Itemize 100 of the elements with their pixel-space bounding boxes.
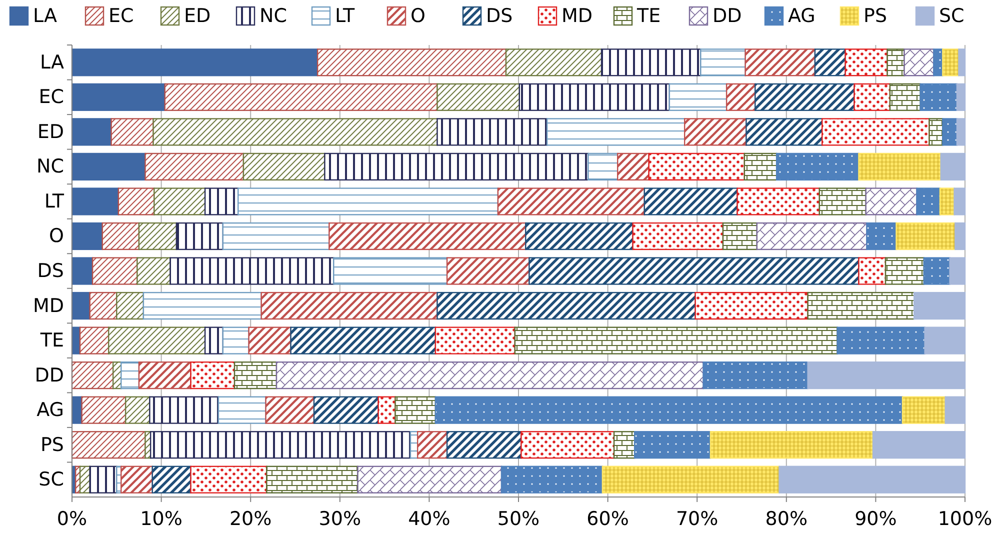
bar xyxy=(518,83,670,111)
legend-label: EC xyxy=(108,5,134,27)
bar xyxy=(81,396,126,424)
bar xyxy=(290,326,436,354)
bar xyxy=(865,188,918,216)
bar xyxy=(818,188,866,216)
bar xyxy=(822,118,930,146)
bar xyxy=(807,292,915,320)
bar xyxy=(92,257,138,285)
bar xyxy=(844,48,888,76)
bar xyxy=(613,431,636,459)
bar xyxy=(71,83,166,111)
bar xyxy=(942,118,958,146)
bar xyxy=(914,292,966,320)
bar xyxy=(939,188,955,216)
y-tick-label: TE xyxy=(39,330,64,352)
bar xyxy=(924,326,966,354)
bar xyxy=(954,188,966,216)
bar xyxy=(588,152,618,181)
bar xyxy=(958,48,966,76)
bar xyxy=(836,326,926,354)
bar xyxy=(124,396,150,424)
x-tick-label: 70% xyxy=(676,508,718,530)
y-tick-label: O xyxy=(49,225,64,248)
bar xyxy=(149,396,220,424)
legend-label: PS xyxy=(864,5,888,27)
legend-label: ED xyxy=(184,5,211,27)
bar xyxy=(520,431,615,459)
y-tick-label: MD xyxy=(32,294,64,317)
legend-label: NC xyxy=(260,5,287,27)
legend-label: AG xyxy=(788,5,816,27)
bar xyxy=(333,257,448,285)
bar xyxy=(700,48,746,76)
bar xyxy=(904,48,934,76)
bar xyxy=(497,188,646,216)
bar xyxy=(260,292,438,320)
legend-label: MD xyxy=(562,5,593,27)
bar xyxy=(944,396,966,424)
bar xyxy=(138,361,192,390)
bar xyxy=(956,118,966,146)
bar xyxy=(71,361,114,390)
bar xyxy=(313,396,379,424)
y-tick-label: SC xyxy=(38,468,64,491)
bar xyxy=(814,48,846,76)
bar xyxy=(120,466,153,494)
bar xyxy=(324,152,589,181)
bar xyxy=(110,118,154,146)
y-tick-label: LT xyxy=(44,190,64,212)
legend-label: DS xyxy=(486,5,513,27)
bar xyxy=(923,257,950,285)
bar xyxy=(746,118,823,146)
bar xyxy=(886,48,905,76)
bar xyxy=(118,188,155,216)
bar xyxy=(328,222,526,250)
bar xyxy=(170,257,334,285)
x-tick-label: 50% xyxy=(497,508,540,530)
bar xyxy=(668,83,728,111)
bar xyxy=(357,466,502,494)
bar xyxy=(514,326,838,354)
bar xyxy=(436,83,520,111)
bar xyxy=(108,326,206,354)
bar xyxy=(416,431,448,459)
x-tick-label: 80% xyxy=(765,508,808,530)
y-tick-label: ED xyxy=(37,120,64,143)
bar xyxy=(744,152,778,181)
bar xyxy=(266,466,358,494)
bar xyxy=(505,48,602,76)
y-tick-label: LA xyxy=(40,51,64,74)
bar xyxy=(204,326,224,354)
bar xyxy=(500,466,604,494)
bar xyxy=(528,257,860,285)
bar xyxy=(436,118,548,146)
y-tick-label: EC xyxy=(38,86,64,108)
bar xyxy=(144,152,244,181)
legend-label: TE xyxy=(636,5,661,27)
bar xyxy=(238,188,499,216)
bar xyxy=(242,152,326,181)
bar xyxy=(872,431,966,459)
bar xyxy=(190,361,236,390)
y-tick-label: AG xyxy=(36,399,64,422)
legend-label: SC xyxy=(939,5,964,27)
bar xyxy=(89,292,118,320)
x-tick-label: 30% xyxy=(318,508,362,530)
bar xyxy=(71,222,103,250)
bar xyxy=(644,188,738,216)
bar xyxy=(120,361,140,390)
bar xyxy=(949,257,966,285)
bar xyxy=(902,396,946,424)
x-tick-label: 40% xyxy=(408,508,450,530)
bar xyxy=(116,292,144,320)
bar xyxy=(602,466,780,494)
bar xyxy=(79,326,110,354)
bar xyxy=(71,48,318,76)
bar xyxy=(940,152,966,181)
bar xyxy=(866,222,897,250)
bar xyxy=(778,466,966,494)
bar xyxy=(265,396,315,424)
bar xyxy=(632,222,724,250)
bar xyxy=(138,222,178,250)
bar xyxy=(446,257,530,285)
